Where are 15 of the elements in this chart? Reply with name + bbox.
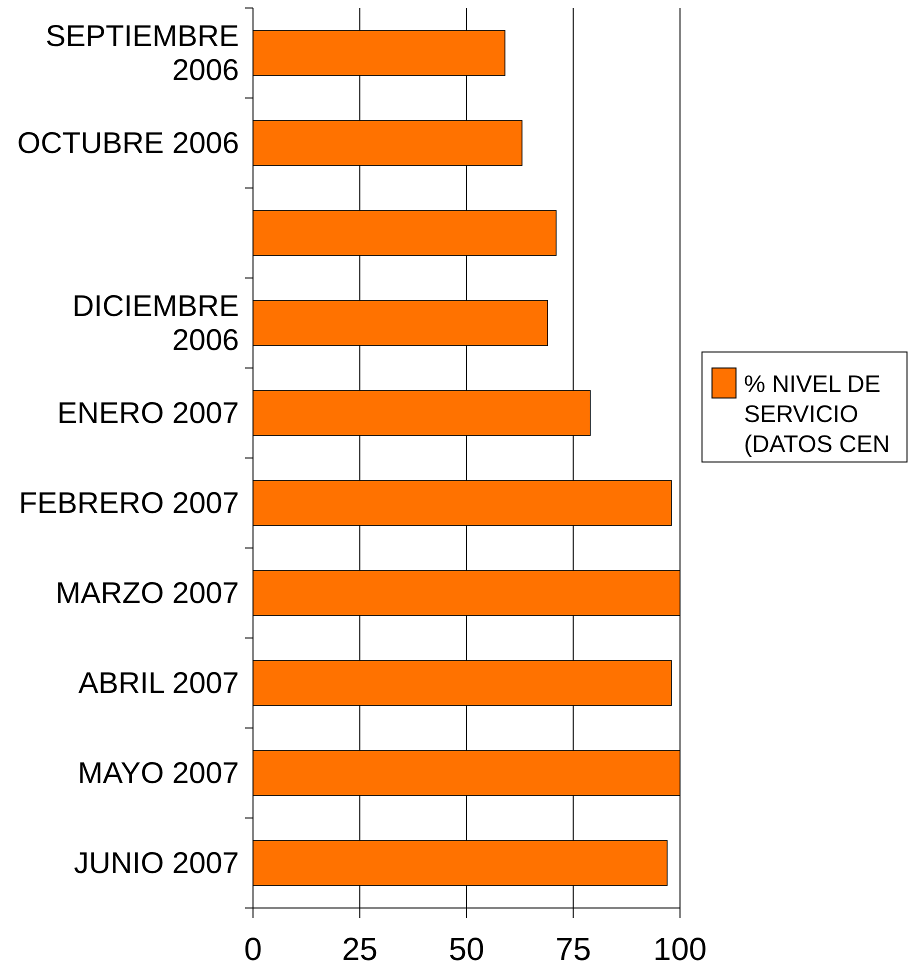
x-tick-label: 50 bbox=[448, 931, 484, 967]
y-tick-label: FEBRERO 2007 bbox=[18, 487, 239, 520]
y-tick-label: MARZO 2007 bbox=[56, 577, 239, 610]
y-tick-label: ENERO 2007 bbox=[57, 397, 239, 430]
x-tick-label: 75 bbox=[555, 931, 592, 967]
x-tick-label: 0 bbox=[244, 931, 262, 967]
x-tick-label: 25 bbox=[342, 931, 378, 967]
y-tick-label: DICIEMBRE 2006 bbox=[72, 290, 239, 357]
x-tick-label: 100 bbox=[653, 931, 707, 967]
y-tick-label: MAYO 2007 bbox=[78, 757, 239, 790]
y-tick-label: OCTUBRE 2006 bbox=[17, 127, 239, 160]
y-tick-label: JUNIO 2007 bbox=[74, 847, 239, 880]
legend-label: % NIVEL DE SERVICIO (DATOS CEN bbox=[744, 371, 890, 458]
y-tick-label: SEPTIEMBRE 2006 bbox=[46, 20, 239, 87]
y-tick-label: ABRIL 2007 bbox=[78, 667, 239, 700]
